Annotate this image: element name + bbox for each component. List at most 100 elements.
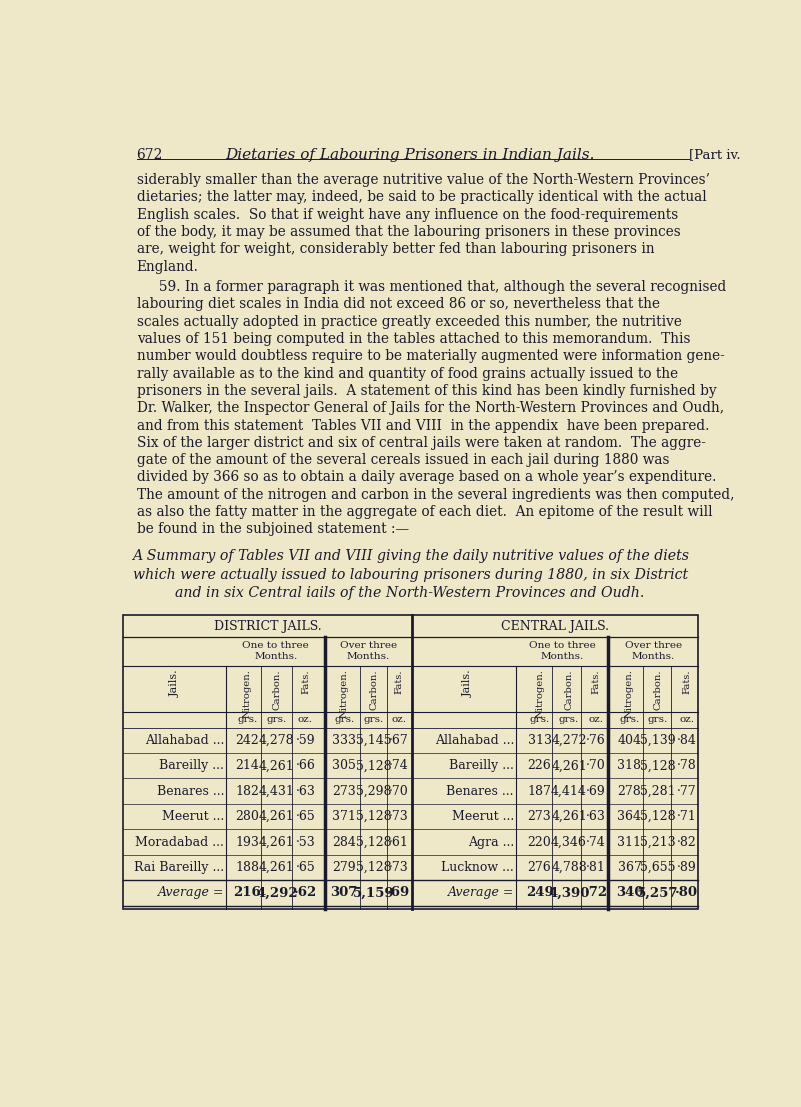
Text: 220: 220 (528, 836, 551, 848)
Text: ·77: ·77 (677, 785, 697, 798)
Text: 4,390: 4,390 (549, 887, 590, 899)
Text: Bareilly ...: Bareilly ... (449, 759, 514, 773)
Text: ·78: ·78 (677, 759, 697, 773)
Text: Jails.: Jails. (463, 669, 473, 696)
Text: 672: 672 (136, 148, 163, 163)
Text: Meerut ...: Meerut ... (452, 810, 514, 824)
Text: grs.: grs. (237, 715, 257, 724)
Text: gate of the amount of the several cereals issued in each jail during 1880 was: gate of the amount of the several cereal… (136, 453, 669, 467)
Text: The amount of the nitrogen and carbon in the several ingredients was then comput: The amount of the nitrogen and carbon in… (136, 488, 734, 501)
Text: ·89: ·89 (677, 861, 697, 873)
Text: 318: 318 (618, 759, 642, 773)
Text: Carbon.: Carbon. (565, 669, 574, 710)
Text: 311: 311 (618, 836, 642, 848)
Text: ·62: ·62 (294, 887, 317, 899)
Text: ·59: ·59 (296, 734, 316, 747)
Text: dietaries; the latter may, indeed, be said to be practically identical with the : dietaries; the latter may, indeed, be sa… (136, 190, 706, 204)
Text: Months.: Months. (254, 652, 297, 661)
Text: grs.: grs. (364, 715, 384, 724)
Text: Allahabad ...: Allahabad ... (145, 734, 224, 747)
Text: ·80: ·80 (675, 887, 698, 899)
Text: 4,414: 4,414 (551, 785, 587, 798)
Text: grs.: grs. (334, 715, 354, 724)
Text: ·82: ·82 (677, 836, 697, 848)
Text: ·69: ·69 (387, 887, 410, 899)
Text: ·63: ·63 (296, 785, 316, 798)
Text: 214: 214 (235, 759, 260, 773)
Text: grs.: grs. (619, 715, 639, 724)
Text: 4,272: 4,272 (551, 734, 587, 747)
Text: Carbon.: Carbon. (654, 669, 662, 710)
Text: as also the fatty matter in the aggregate of each diet.  An epitome of the resul: as also the fatty matter in the aggregat… (136, 505, 712, 519)
Text: Six of the larger district and six of central jails were taken at random.  The a: Six of the larger district and six of ce… (136, 436, 706, 449)
Text: siderably smaller than the average nutritive value of the North-Western Province: siderably smaller than the average nutri… (136, 173, 710, 187)
Text: [Part iv.: [Part iv. (689, 148, 741, 162)
Text: Jails.: Jails. (170, 669, 180, 696)
Text: ·61: ·61 (388, 836, 409, 848)
Text: 4,431: 4,431 (259, 785, 295, 798)
Text: Moradabad ...: Moradabad ... (135, 836, 224, 848)
Text: 305: 305 (332, 759, 356, 773)
Text: 242: 242 (235, 734, 260, 747)
Text: Fats.: Fats. (301, 669, 310, 694)
Text: Dr. Walker, the Inspector General of Jails for the North-Western Provinces and O: Dr. Walker, the Inspector General of Jai… (136, 401, 723, 415)
Text: 367: 367 (618, 861, 642, 873)
Text: number would doubtless require to be materially augmented were information gene-: number would doubtless require to be mat… (136, 349, 724, 363)
Text: Nitrogen.: Nitrogen. (243, 669, 252, 718)
Text: grs.: grs. (267, 715, 287, 724)
Text: labouring diet scales in India did not exceed 86 or so, nevertheless that the: labouring diet scales in India did not e… (136, 298, 659, 311)
Text: 4,278: 4,278 (259, 734, 295, 747)
Text: A Summary of Tables VII and VIII giving the daily nutritive values of the diets: A Summary of Tables VII and VIII giving … (131, 549, 689, 563)
Text: of the body, it may be assumed that the labouring prisoners in these provinces: of the body, it may be assumed that the … (136, 225, 680, 239)
Text: 280: 280 (235, 810, 260, 824)
Text: grs.: grs. (559, 715, 579, 724)
Text: ·70: ·70 (586, 759, 606, 773)
Text: One to three: One to three (529, 641, 595, 650)
Text: 333: 333 (332, 734, 356, 747)
Text: Months.: Months. (541, 652, 584, 661)
Text: Agra ...: Agra ... (468, 836, 514, 848)
Text: England.: England. (136, 259, 199, 273)
Text: 226: 226 (528, 759, 551, 773)
Text: ·65: ·65 (296, 810, 316, 824)
Text: ·63: ·63 (586, 810, 606, 824)
Text: Lucknow ...: Lucknow ... (441, 861, 514, 873)
Text: 5,128: 5,128 (356, 759, 392, 773)
Text: 4,261: 4,261 (259, 836, 295, 848)
Text: ·74: ·74 (586, 836, 606, 848)
Text: 371: 371 (332, 810, 356, 824)
Text: Average =: Average = (158, 887, 224, 899)
Text: 249: 249 (525, 887, 553, 899)
Text: 5,655: 5,655 (640, 861, 676, 873)
Text: Meerut ...: Meerut ... (162, 810, 224, 824)
Text: 4,788: 4,788 (551, 861, 587, 873)
Text: values of 151 being computed in the tables attached to this memorandum.  This: values of 151 being computed in the tabl… (136, 332, 690, 345)
Text: Average =: Average = (448, 887, 514, 899)
Text: 5,128: 5,128 (356, 861, 392, 873)
Text: 5,281: 5,281 (640, 785, 676, 798)
Text: 4,261: 4,261 (259, 759, 295, 773)
Text: rally available as to the kind and quantity of food grains actually issued to th: rally available as to the kind and quant… (136, 366, 678, 381)
Text: 4,261: 4,261 (259, 861, 295, 873)
Text: and in six Central iails of the North-Western Provinces and Oudh.: and in six Central iails of the North-We… (175, 586, 645, 600)
Text: Nitrogen.: Nitrogen. (625, 669, 634, 718)
Text: Allahabad ...: Allahabad ... (435, 734, 514, 747)
Text: oz.: oz. (298, 715, 313, 724)
Text: 5,128: 5,128 (356, 836, 392, 848)
Text: 5,257: 5,257 (638, 887, 679, 899)
Text: CENTRAL JAILS.: CENTRAL JAILS. (501, 620, 609, 632)
Text: 307: 307 (331, 887, 358, 899)
Text: ·67: ·67 (388, 734, 409, 747)
Text: ·69: ·69 (586, 785, 606, 798)
Text: ·81: ·81 (586, 861, 606, 873)
Text: 5,139: 5,139 (640, 734, 676, 747)
Text: ·73: ·73 (388, 810, 409, 824)
Text: ·73: ·73 (388, 861, 409, 873)
Text: Rai Bareilly ...: Rai Bareilly ... (134, 861, 224, 873)
Bar (123, 615, 698, 909)
Text: 276: 276 (528, 861, 551, 873)
Text: Carbon.: Carbon. (369, 669, 378, 710)
Text: ·66: ·66 (296, 759, 316, 773)
Text: ·72: ·72 (585, 887, 608, 899)
Text: Fats.: Fats. (394, 669, 403, 694)
